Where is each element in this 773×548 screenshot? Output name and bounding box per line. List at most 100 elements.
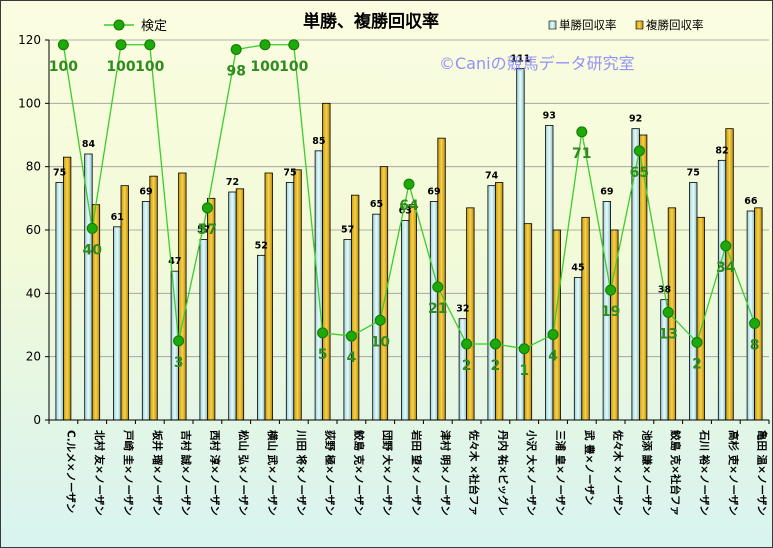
legend-label-win: 単勝回収率 [559,18,617,32]
line-value-label: 8 [750,337,760,353]
bar-win-return [285,182,295,421]
x-tick-label: 亀田 温×ノーザン [756,429,769,516]
line-point [144,39,156,51]
bar-win-return [487,185,496,421]
line-point [518,343,530,355]
bar-win-return [573,277,583,421]
line-value-label: 10 [370,334,390,350]
y-tick-label: 40 [26,286,41,300]
line-point [230,44,242,55]
bar-win-return [199,239,208,421]
bar-value-label: 57 [197,225,210,236]
line-point [720,240,732,252]
line-point [86,222,98,234]
line-value-label: 98 [226,64,245,80]
bar-value-label: 82 [715,145,728,156]
line-point [489,338,501,350]
y-tick-label: 60 [26,223,41,237]
line-value-label: 2 [692,356,702,372]
bar-value-label: 69 [600,187,613,198]
x-tick-label: 岩田 望×ノーザン [410,429,423,516]
bar-value-label: 74 [485,171,499,182]
bar-place-return [581,216,590,421]
bar-value-label: 75 [687,168,700,179]
bar-place-return [149,175,158,421]
line-point [115,39,127,51]
bar-place-return [494,182,504,421]
line-point [605,284,617,296]
x-tick-label: 石川 裕×ノーザン [698,429,711,516]
bar-place-return [754,207,763,421]
bar-win-return [257,254,266,421]
line-value-label: 71 [572,146,591,162]
line-value-label: 64 [399,198,419,214]
legend-label-place: 複勝回収率 [646,18,704,32]
bar-win-return [113,226,122,421]
x-tick-label: 松山 弘×ノーザン [237,430,250,516]
bar-value-label: 57 [341,225,354,236]
line-point [662,306,674,318]
bar-value-label: 111 [511,54,531,65]
line-value-label: 5 [318,347,328,363]
bar-place-return [696,216,705,421]
bar-value-label: 69 [427,187,440,198]
bar-value-label: 85 [312,136,325,147]
x-tick-label: 鮫島 克×ノーザン [352,430,365,516]
legend-line-label: 検定 [141,19,167,34]
line-value-label: 1 [519,363,529,379]
line-value-label: 19 [601,304,620,320]
x-tick-label: 団野 大×ノーザン [381,430,394,516]
line-value-label: 40 [82,242,102,258]
bar-place-return [408,204,417,421]
y-tick-label: 120 [18,33,41,47]
y-tick-label: 100 [18,96,41,110]
bar-value-labels: 75 84 61 69 47 57 72 52 75 85 57 65 63 69 32 74 111 93 45 6… [53,54,758,315]
line-point [57,39,69,51]
bar-place-return [178,172,187,421]
bar-win-return [141,201,151,421]
line-point [374,314,386,326]
legend-swatch-place [635,20,644,30]
x-tick-label: 佐々木 ×ノーザン [612,429,625,516]
line-value-label: 4 [548,349,558,365]
line-point [633,145,645,157]
x-tick-label: C.ルメ×ノーザン [64,430,76,513]
line-value-label: 2 [462,358,472,374]
x-tick-label: 三浦 皇×ノーザン [554,430,567,516]
bar-win-return [746,210,755,421]
line-value-label: 3 [174,355,184,371]
x-tick-label: 津村 明×ノーザン [439,430,452,516]
line-value-label: 2 [491,358,501,374]
y-tick-label: 20 [26,350,41,364]
x-tick-label: 丹内 祐×ビッグレ [496,430,509,516]
bar-marks [55,68,763,421]
bar-value-label: 65 [370,199,383,210]
line-value-label: 100 [106,59,135,75]
x-tick-label: 川田 将×ノーザン [295,429,308,516]
bar-place-return [264,172,273,421]
line-point [547,329,559,340]
legend-swatch-win [548,20,557,30]
bar-value-label: 47 [168,256,181,267]
line-point [749,317,761,329]
line-point [691,336,703,348]
bar-value-label: 84 [82,139,96,150]
x-tick-label: 戸崎 圭×ノーザン [122,429,135,516]
bar-value-label: 92 [629,114,642,125]
line-value-label: 65 [630,165,649,181]
bar-place-return [322,102,331,421]
x-tick-label: 北村 友×ノーザン [93,430,106,516]
bar-value-label: 32 [456,304,469,315]
x-tick-label: 武 豊×ノーザン [583,430,596,505]
legend: 検定 単勝回収率 複勝回収率 [104,18,704,34]
x-tick-label: 小沢 大×ノーザン [525,429,538,516]
bar-value-label: 61 [111,212,124,223]
bar-place-return [523,223,533,421]
x-axis: C.ルメ×ノーザン 北村 友×ノーザン 戸崎 圭×ノーザン 坂井 瑠×ノーザン 吉村 誠… [48,419,770,516]
bar-value-label: 45 [571,263,584,274]
bar-win-return [689,182,698,421]
bar-place-return [235,188,245,421]
bar-place-return [91,204,101,421]
